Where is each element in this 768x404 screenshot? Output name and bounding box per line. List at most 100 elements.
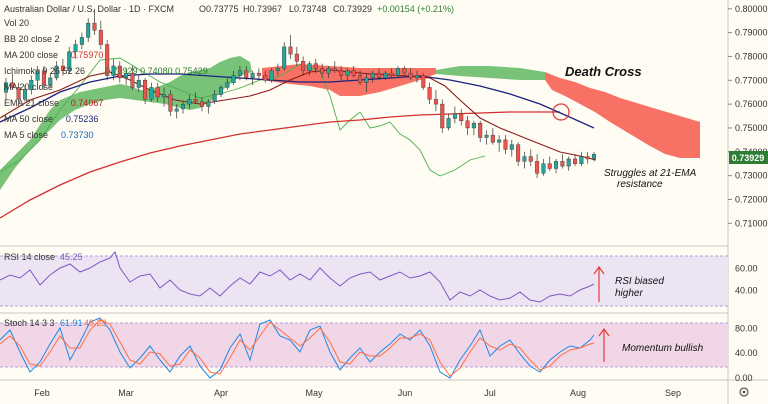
candle bbox=[377, 68, 382, 81]
candle bbox=[231, 70, 236, 86]
ma50-line bbox=[0, 73, 595, 129]
candle bbox=[339, 65, 344, 81]
stoch-k-line bbox=[0, 317, 595, 379]
stoch-up-arrow bbox=[598, 327, 610, 362]
price-tick-label: 0.79000 bbox=[735, 28, 768, 38]
chart-title: Australian Dollar / U.S. Dollar · 1D · F… bbox=[4, 4, 174, 14]
legend-item-label: MA 50 close bbox=[4, 114, 53, 124]
price-tick-label: 0.72000 bbox=[735, 194, 768, 204]
candle bbox=[41, 65, 46, 90]
ichimoku-cloud-green bbox=[0, 56, 252, 190]
price-tick-label: 0.76000 bbox=[735, 99, 768, 109]
candle bbox=[136, 75, 141, 93]
time-tick-label: Apr bbox=[214, 388, 228, 398]
struggles-annotation-line2: resistance bbox=[617, 179, 663, 190]
candle bbox=[237, 65, 242, 81]
time-tick-label: May bbox=[305, 388, 323, 398]
candle bbox=[212, 89, 217, 105]
stoch-annotation: Momentum bullish bbox=[622, 343, 704, 354]
candle bbox=[478, 120, 483, 143]
candle bbox=[402, 65, 407, 76]
ohlc-change: +0.00154 (+0.21%) bbox=[377, 4, 454, 14]
rsi-tick-label: 40.00 bbox=[735, 286, 758, 296]
last-price-text: 0.73929 bbox=[732, 153, 765, 163]
stoch-legend-k: 61.91 bbox=[60, 318, 83, 328]
candle bbox=[294, 46, 299, 66]
stoch-legend-label: Stoch 14 3 3 bbox=[4, 318, 55, 328]
struggles-annotation-line1: Struggles at 21-EMA bbox=[604, 168, 697, 179]
candle bbox=[547, 156, 552, 171]
candle bbox=[174, 104, 179, 119]
ichimoku-cloud-green-2 bbox=[436, 66, 545, 80]
legend-item-value: 0.74067 bbox=[71, 98, 104, 108]
price-tick-label: 0.77000 bbox=[735, 75, 768, 85]
candle bbox=[244, 65, 249, 81]
candle bbox=[301, 56, 306, 76]
candle bbox=[10, 73, 15, 90]
candle bbox=[345, 68, 350, 81]
candle bbox=[73, 39, 78, 59]
candle bbox=[162, 87, 167, 107]
candle bbox=[168, 89, 173, 117]
candle bbox=[269, 68, 274, 83]
candle bbox=[573, 154, 578, 167]
time-tick-label: Sep bbox=[665, 388, 681, 398]
candle bbox=[446, 113, 451, 131]
candle bbox=[35, 65, 40, 86]
candle bbox=[414, 70, 419, 83]
rsi-annotation-line2: higher bbox=[615, 288, 643, 299]
candle bbox=[452, 106, 457, 124]
legend-item-label: EMA 21 close bbox=[4, 98, 59, 108]
rsi-annotation-line1: RSI biased bbox=[615, 276, 664, 287]
candle bbox=[225, 77, 230, 90]
settings-gear-icon[interactable] bbox=[739, 387, 749, 397]
candle bbox=[263, 70, 268, 83]
legend-item-label: MA 200 close bbox=[4, 50, 58, 60]
rsi-legend-label: RSI 14 close bbox=[4, 252, 55, 262]
time-tick-label: Aug bbox=[570, 388, 586, 398]
candle bbox=[497, 135, 502, 152]
candle bbox=[471, 120, 476, 136]
candle bbox=[427, 82, 432, 105]
candle bbox=[566, 156, 571, 171]
candle bbox=[206, 99, 211, 114]
candle bbox=[465, 116, 470, 136]
candle bbox=[358, 70, 363, 86]
candle bbox=[29, 75, 34, 95]
candle bbox=[503, 135, 508, 155]
candle bbox=[351, 65, 356, 78]
candle bbox=[86, 18, 91, 43]
candle bbox=[484, 130, 489, 145]
candle bbox=[181, 101, 186, 114]
death-cross-annotation: Death Cross bbox=[565, 64, 642, 79]
candle bbox=[187, 94, 192, 109]
legend-item-value: 0.73929 0.74080 0.75429 bbox=[105, 66, 208, 76]
stoch-tick-label: 80.00 bbox=[735, 323, 758, 333]
candle bbox=[288, 34, 293, 59]
rsi-tick-label: 60.00 bbox=[735, 263, 758, 273]
candle bbox=[459, 108, 464, 126]
indicator-legend[interactable]: Vol 20 BB 20 close 2 MA 200 close 0.75970 Ic… bbox=[4, 18, 208, 140]
legend-item-label: MA 5 close bbox=[4, 130, 48, 140]
candle bbox=[408, 68, 413, 81]
candle bbox=[92, 8, 97, 35]
ichimoku-cloud-red bbox=[262, 64, 436, 96]
stoch-tick-label: 0.00 bbox=[735, 373, 753, 383]
time-axis[interactable]: Feb Mar Apr May Jun Jul Aug Sep bbox=[34, 388, 681, 398]
candle bbox=[22, 85, 27, 102]
time-tick-label: Mar bbox=[118, 388, 134, 398]
candle bbox=[79, 32, 84, 50]
legend-item-label: BB 20 close 2 bbox=[4, 34, 60, 44]
last-price-tag bbox=[729, 151, 768, 164]
ohlc-low: L0.73748 bbox=[289, 4, 327, 14]
legend-item-value: 0.73730 bbox=[61, 130, 94, 140]
candle bbox=[421, 73, 426, 90]
candle bbox=[592, 151, 597, 162]
candle bbox=[256, 68, 261, 81]
rsi-up-arrow bbox=[593, 265, 605, 302]
candle bbox=[332, 61, 337, 74]
candle bbox=[193, 92, 198, 105]
legend-item-value: 0.75970 bbox=[71, 50, 104, 60]
